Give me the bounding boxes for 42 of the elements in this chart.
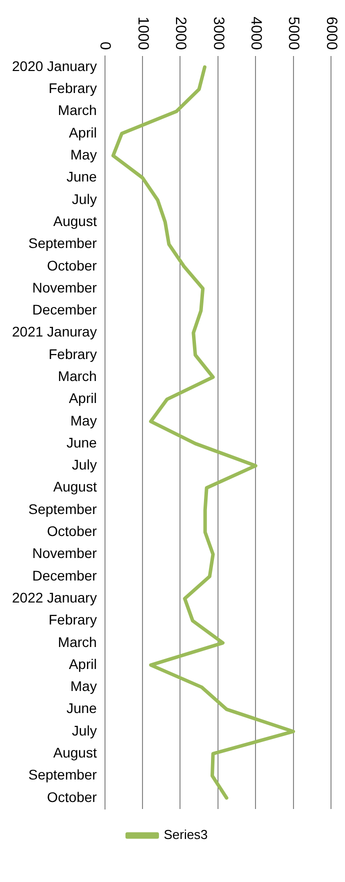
y-tick-label: May (70, 146, 97, 163)
y-tick-label: Febrary (48, 346, 97, 362)
legend-label: Series3 (164, 827, 208, 842)
y-tick-label: 2022 January (12, 589, 97, 606)
y-tick-label: June (66, 700, 98, 716)
y-tick-label: October (47, 788, 98, 805)
y-tick-label: August (53, 212, 97, 229)
y-tick-label: September (28, 766, 98, 783)
y-tick-label: 2020 January (12, 58, 97, 74)
y-tick-label: June (66, 168, 98, 185)
x-tick-label: 2000 (172, 16, 190, 50)
y-tick-label: November (32, 545, 98, 562)
y-tick-label: April (68, 656, 97, 672)
y-tick-label: April (68, 124, 97, 140)
y-tick-label: July (72, 722, 97, 738)
y-tick-label: July (72, 456, 97, 473)
y-tick-label: December (32, 302, 98, 318)
y-tick-label: 2021 Januray (12, 324, 97, 340)
y-tick-label: March (58, 368, 97, 384)
y-tick-label: April (68, 390, 97, 406)
x-tick-label: 6000 (322, 16, 340, 50)
y-tick-label: May (70, 678, 97, 694)
x-tick-label: 0 (96, 42, 114, 50)
y-tick-label: August (53, 478, 97, 495)
y-tick-label: June (66, 434, 98, 450)
y-tick-label: September (28, 235, 98, 252)
y-tick-label: May (70, 412, 97, 428)
x-tick-label: 5000 (285, 16, 302, 50)
x-tick-label: 1000 (134, 16, 152, 50)
y-tick-label: October (47, 523, 98, 540)
y-tick-label: March (58, 634, 97, 650)
x-tick-label: 4000 (247, 16, 264, 50)
y-tick-label: September (28, 500, 98, 517)
y-tick-label: December (32, 567, 98, 584)
y-tick-label: July (72, 190, 97, 207)
y-tick-label: Febrary (48, 612, 97, 628)
y-tick-label: August (53, 744, 97, 760)
y-tick-label: October (47, 257, 98, 274)
y-tick-label: Febrary (48, 80, 97, 96)
y-tick-label: November (32, 279, 98, 296)
y-tick-label: March (58, 102, 97, 118)
x-tick-label: 3000 (210, 16, 227, 50)
